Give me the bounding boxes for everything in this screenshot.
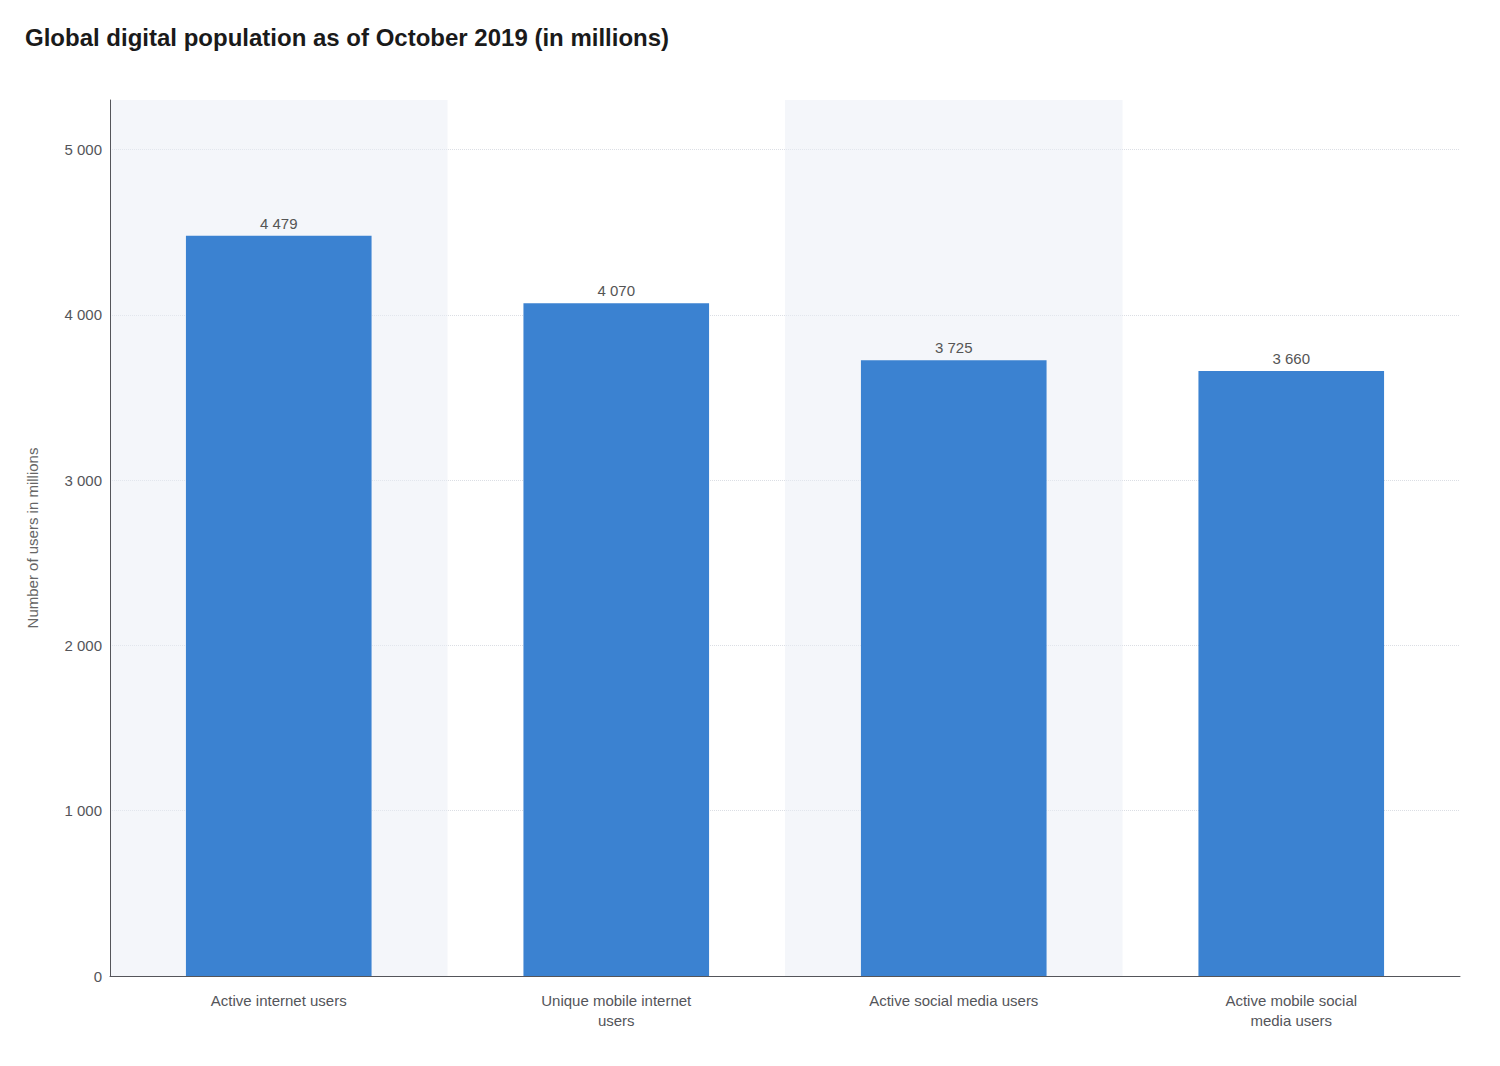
svg-text:4 070: 4 070 [597, 282, 635, 299]
svg-text:4 000: 4 000 [64, 306, 102, 323]
svg-text:3 660: 3 660 [1272, 350, 1310, 367]
svg-text:Unique mobile internet: Unique mobile internet [541, 992, 692, 1009]
svg-text:3 725: 3 725 [935, 339, 973, 356]
svg-text:1 000: 1 000 [64, 802, 102, 819]
svg-text:3 000: 3 000 [64, 472, 102, 489]
svg-text:media users: media users [1250, 1012, 1332, 1029]
svg-text:Active internet users: Active internet users [211, 992, 347, 1009]
svg-text:Active mobile social: Active mobile social [1225, 992, 1357, 1009]
svg-text:Active social media users: Active social media users [869, 992, 1038, 1009]
svg-text:5 000: 5 000 [64, 141, 102, 158]
svg-text:0: 0 [94, 968, 102, 985]
svg-text:4 479: 4 479 [260, 215, 298, 232]
svg-text:Number of users in millions: Number of users in millions [24, 448, 41, 629]
svg-text:users: users [598, 1012, 635, 1029]
svg-text:2 000: 2 000 [64, 637, 102, 654]
svg-text:Global digital population as o: Global digital population as of October … [25, 24, 669, 51]
